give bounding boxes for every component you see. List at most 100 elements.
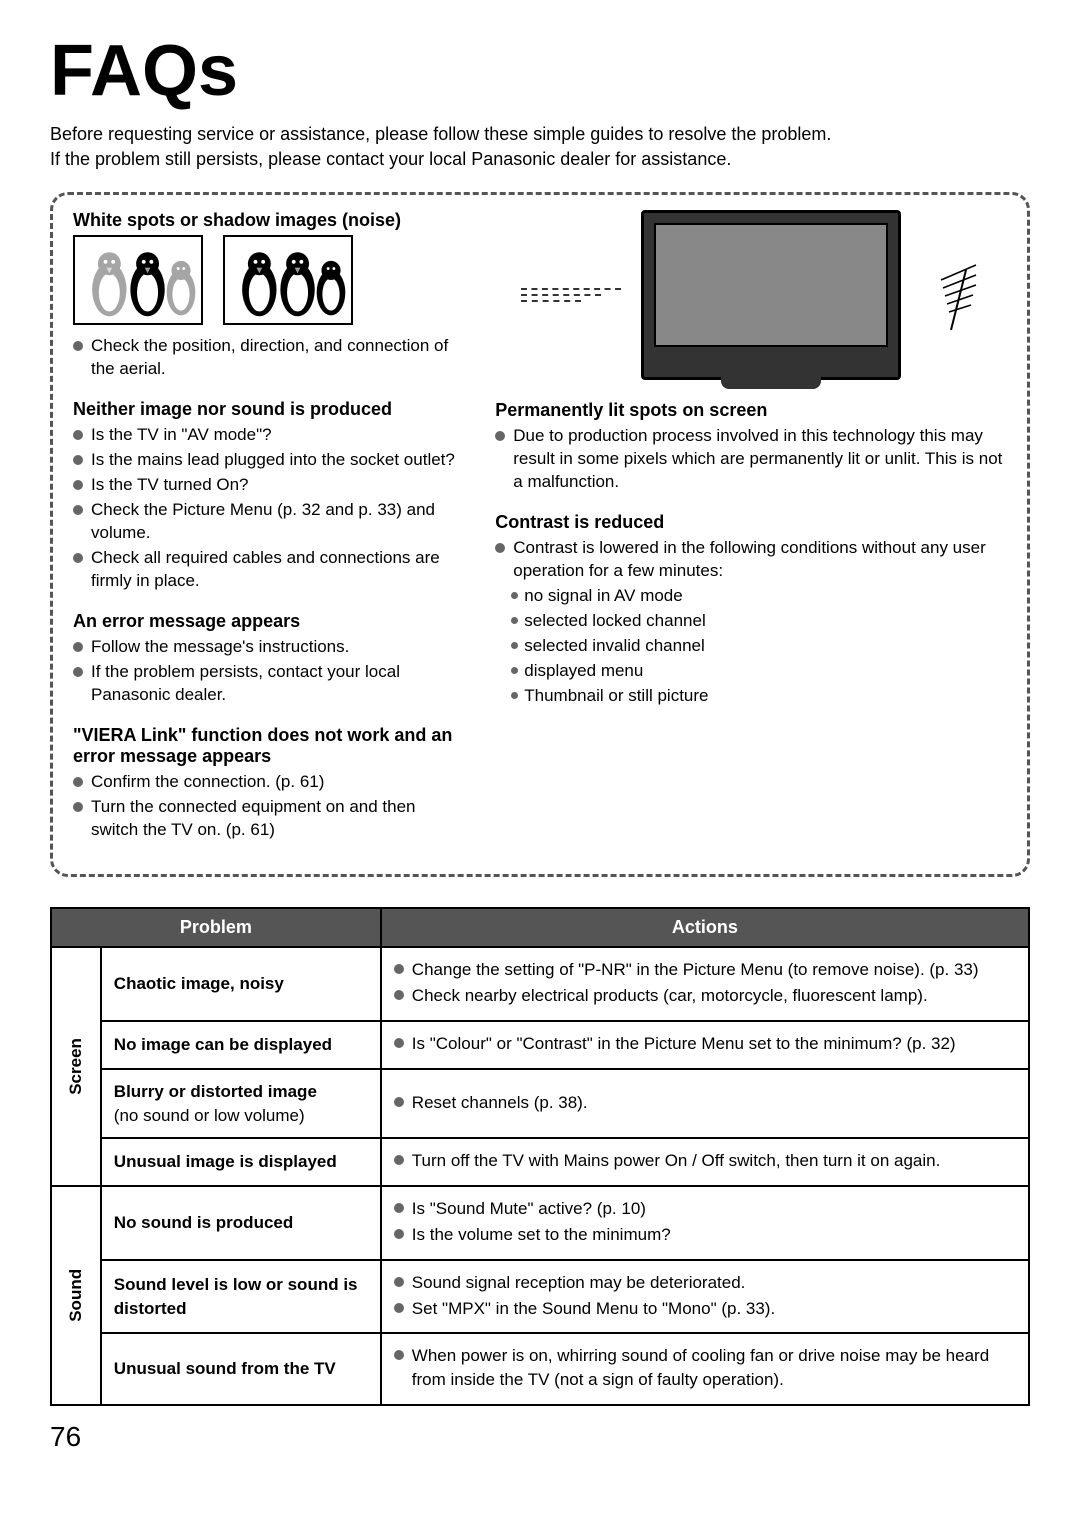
sub-bullet-icon: [511, 617, 518, 624]
faq-sub-item: selected invalid channel: [495, 635, 1007, 658]
faq-item-text: If the problem persists, contact your lo…: [91, 661, 465, 707]
problem-cell: Sound level is low or sound is distorted: [101, 1260, 381, 1334]
table-row: SoundNo sound is producedIs "Sound Mute"…: [51, 1186, 1029, 1260]
faq-item-text: Is the TV turned On?: [91, 474, 249, 497]
faq-sub-item: selected locked channel: [495, 610, 1007, 633]
tv-antenna-diagram: [495, 210, 1007, 380]
problem-cell: Unusual image is displayed: [101, 1138, 381, 1186]
bullet-icon: [73, 777, 83, 787]
action-item: Reset channels (p. 38).: [394, 1091, 1016, 1115]
faq-section: "VIERA Link" function does not work and …: [73, 725, 465, 842]
faq-heading: Contrast is reduced: [495, 512, 1007, 533]
faq-section: Contrast is reduced Contrast is lowered i…: [495, 512, 1007, 708]
bullet-icon: [73, 802, 83, 812]
action-text: Set "MPX" in the Sound Menu to "Mono" (p…: [412, 1297, 775, 1321]
table-header-row: Problem Actions: [51, 908, 1029, 947]
faq-item-text: Check all required cables and connection…: [91, 547, 465, 593]
faq-sub-item: Thumbnail or still picture: [495, 685, 1007, 708]
sub-bullet-icon: [511, 667, 518, 674]
bullet-icon: [73, 341, 83, 351]
bullet-icon: [495, 543, 505, 553]
faq-item-text: Confirm the connection. (p. 61): [91, 771, 324, 794]
action-text: Check nearby electrical products (car, m…: [412, 984, 928, 1008]
faq-section: Permanently lit spots on screenDue to pr…: [495, 400, 1007, 494]
bullet-icon: [394, 964, 404, 974]
page-number: 76: [50, 1421, 1030, 1453]
bullet-icon: [73, 430, 83, 440]
faq-sub-item: no signal in AV mode: [495, 585, 1007, 608]
faq-item: Contrast is lowered in the following con…: [495, 537, 1007, 583]
bullet-icon: [394, 1350, 404, 1360]
table-row: Sound level is low or sound is distorted…: [51, 1260, 1029, 1334]
bullet-icon: [73, 553, 83, 563]
bullet-icon: [394, 1277, 404, 1287]
faq-sub-item-text: selected invalid channel: [524, 635, 705, 658]
faq-item: Check the position, direction, and conne…: [73, 335, 465, 381]
bullet-icon: [73, 505, 83, 515]
bullet-icon: [394, 1038, 404, 1048]
table-row: ScreenChaotic image, noisyChange the set…: [51, 947, 1029, 1021]
noise-images-row: [73, 235, 465, 325]
faq-item: Follow the message's instructions.: [73, 636, 465, 659]
bullet-icon: [73, 642, 83, 652]
action-text: Is "Sound Mute" active? (p. 10): [412, 1197, 646, 1221]
faq-item: Turn the connected equipment on and then…: [73, 796, 465, 842]
faq-item-text: Due to production process involved in th…: [513, 425, 1007, 494]
bullet-icon: [73, 667, 83, 677]
bullet-icon: [495, 431, 505, 441]
tv-icon: [641, 210, 901, 380]
faq-columns: White spots or shadow images (noise): [73, 210, 1007, 859]
sub-bullet-icon: [511, 642, 518, 649]
antenna-icon: [921, 260, 981, 330]
action-cell: Turn off the TV with Mains power On / Of…: [381, 1138, 1029, 1186]
action-item: Sound signal reception may be deteriorat…: [394, 1271, 1016, 1295]
sub-bullet-icon: [511, 592, 518, 599]
action-item: Is "Colour" or "Contrast" in the Picture…: [394, 1032, 1016, 1056]
faq-item-text: Is the mains lead plugged into the socke…: [91, 449, 455, 472]
bullet-icon: [394, 1155, 404, 1165]
faq-sub-item-text: selected locked channel: [524, 610, 705, 633]
table-row: Unusual sound from the TVWhen power is o…: [51, 1333, 1029, 1405]
faq-sub-item-text: no signal in AV mode: [524, 585, 682, 608]
faq-heading: "VIERA Link" function does not work and …: [73, 725, 465, 767]
action-item: Change the setting of "P-NR" in the Pict…: [394, 958, 1016, 982]
header-actions: Actions: [381, 908, 1029, 947]
bullet-icon: [394, 1229, 404, 1239]
noise-image-clear: [223, 235, 353, 325]
action-item: Is the volume set to the minimum?: [394, 1223, 1016, 1247]
faq-heading: Neither image nor sound is produced: [73, 399, 465, 420]
action-text: Change the setting of "P-NR" in the Pict…: [412, 958, 979, 982]
problem-cell: Unusual sound from the TV: [101, 1333, 381, 1405]
faq-heading: White spots or shadow images (noise): [73, 210, 465, 231]
intro-line2: If the problem still persists, please co…: [50, 149, 731, 169]
sub-bullet-icon: [511, 692, 518, 699]
bullet-icon: [73, 455, 83, 465]
faq-section: Neither image nor sound is produced Is th…: [73, 399, 465, 593]
bullet-icon: [394, 1097, 404, 1107]
faq-section: An error message appearsFollow the messa…: [73, 611, 465, 707]
bullet-icon: [394, 1203, 404, 1213]
action-cell: Is "Colour" or "Contrast" in the Picture…: [381, 1021, 1029, 1069]
action-text: Turn off the TV with Mains power On / Of…: [412, 1149, 941, 1173]
faq-item-text: Is the TV in "AV mode"?: [91, 424, 272, 447]
intro-line1: Before requesting service or assistance,…: [50, 124, 831, 144]
faq-left-column: White spots or shadow images (noise): [73, 210, 465, 859]
category-cell: Screen: [51, 947, 101, 1186]
signal-lines-icon: [521, 288, 621, 302]
faq-item-text: Contrast is lowered in the following con…: [513, 537, 1007, 583]
action-item: Is "Sound Mute" active? (p. 10): [394, 1197, 1016, 1221]
action-item: Turn off the TV with Mains power On / Of…: [394, 1149, 1016, 1173]
intro-text: Before requesting service or assistance,…: [50, 122, 1030, 172]
action-item: Set "MPX" in the Sound Menu to "Mono" (p…: [394, 1297, 1016, 1321]
faq-sub-item-text: Thumbnail or still picture: [524, 685, 708, 708]
action-text: Sound signal reception may be deteriorat…: [412, 1271, 746, 1295]
faq-dashed-box: White spots or shadow images (noise): [50, 192, 1030, 877]
faq-sub-item: displayed menu: [495, 660, 1007, 683]
faq-item: Check all required cables and connection…: [73, 547, 465, 593]
table-row: No image can be displayedIs "Colour" or …: [51, 1021, 1029, 1069]
action-cell: When power is on, whirring sound of cool…: [381, 1333, 1029, 1405]
faq-sub-item-text: displayed menu: [524, 660, 643, 683]
faq-item-text: Check the Picture Menu (p. 32 and p. 33)…: [91, 499, 465, 545]
faq-item: Due to production process involved in th…: [495, 425, 1007, 494]
faq-item: Is the TV turned On?: [73, 474, 465, 497]
